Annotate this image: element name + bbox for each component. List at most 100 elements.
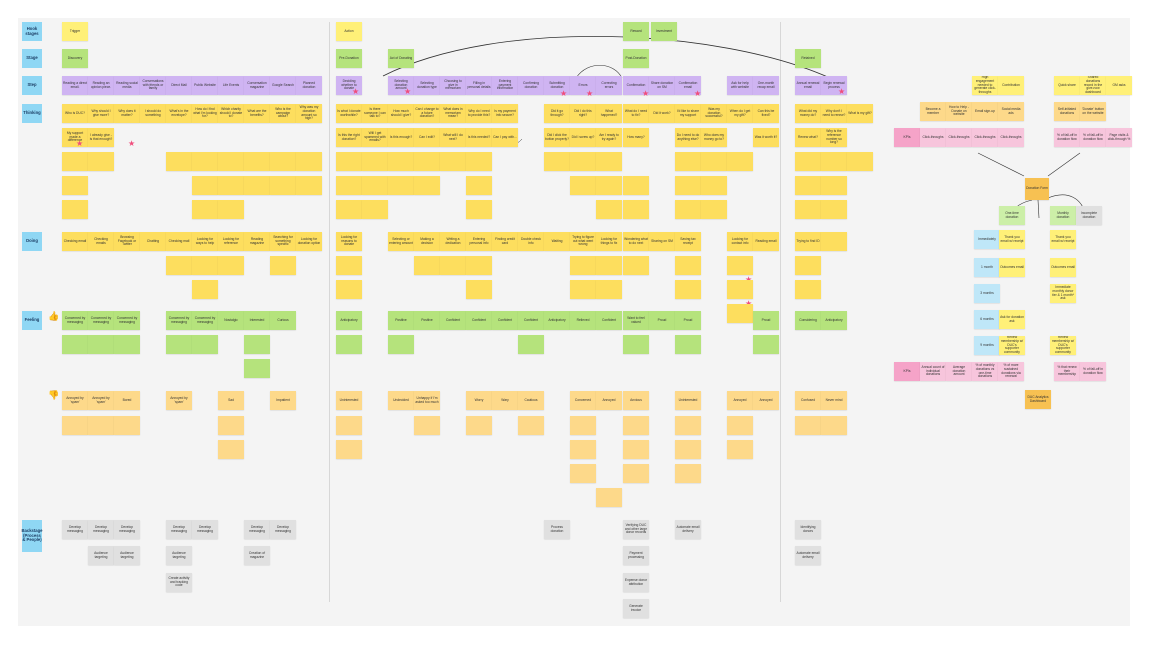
kpi-note: Click-throughs [972, 128, 998, 147]
monthly-note: Thank you email w/ receipt [1050, 230, 1076, 249]
thinking-note [466, 200, 492, 219]
thinking-note [821, 200, 847, 219]
feeling-positive-note: Want to feel valued [623, 311, 649, 330]
feeling-positive-note: Positive [388, 311, 414, 330]
doing-note: Sharing on SM [649, 232, 675, 251]
kpi-note: Click-throughs [920, 128, 946, 147]
thinking-note: Is this enough? [388, 128, 414, 147]
feeling-negative-note: Concerned [570, 391, 596, 410]
doing-note: Searching for something specific [270, 232, 296, 251]
doing-note [596, 280, 622, 299]
idea-note: Quick share [1054, 76, 1080, 95]
thinking-note [244, 152, 270, 171]
kpi-note: % of fall-off in donation flow [1054, 128, 1080, 147]
feeling-positive-note: Proud [649, 311, 675, 330]
divider-line [329, 22, 330, 602]
feeling-negative-note: Anxious [623, 391, 649, 410]
thinking-note: How many? [623, 128, 649, 147]
thinking-note: Is my payment info secure? [492, 104, 518, 123]
idea-note: Self-initiated donations [1054, 102, 1080, 121]
feeling-negative-note [675, 464, 701, 483]
thinking-note [544, 152, 570, 171]
kpi2-note: % of more sustained donations via renewa… [998, 362, 1024, 381]
doing-note: Browsing Facebook or Twitter [114, 232, 140, 251]
thinking-note: My support made a difference [62, 128, 88, 147]
doing-note: Looking for donation option [296, 232, 322, 251]
row-label-thinking: Thinking [22, 104, 42, 123]
step: Direct Mail [166, 76, 192, 95]
step: Annual renewal email [795, 76, 821, 95]
timeline-label: 3 months [974, 284, 1000, 303]
feeling-negative-note [623, 464, 649, 483]
doing-note: Checking emails [88, 232, 114, 251]
thinking-note [336, 152, 362, 171]
doing-note: Checking mail [166, 232, 192, 251]
star-icon: ★ [560, 89, 568, 98]
star-icon: ★ [745, 300, 752, 308]
doing-note: Trying to find ID [795, 232, 821, 251]
feeling-negative-note: Cautious [518, 391, 544, 410]
thinking-note: Is what I donate worthwhile? [336, 104, 362, 123]
step: Confirming donation [518, 76, 544, 95]
backstage-note: Process donation [544, 520, 570, 539]
feeling-positive-note: Concerned by messaging [166, 311, 192, 330]
backstage-note: Develop messaging [114, 520, 140, 539]
doing-note [192, 256, 218, 275]
thinking-note [362, 176, 388, 195]
idea-note: How to Help - Donate on website [946, 102, 972, 121]
doing-note: Reading email [753, 232, 779, 251]
thinking-note [62, 200, 88, 219]
feeling-positive-note: Concerned by messaging [192, 311, 218, 330]
row-label-doing: Doing [22, 232, 42, 251]
backstage-note: Develop messaging [88, 520, 114, 539]
thinking-note: Did I do this right? [570, 104, 596, 123]
feeling-positive-note: Relieved [570, 311, 596, 330]
feeling-negative-note: Annoyed [753, 391, 779, 410]
thinking-note: Why was my donation amount so high? [296, 104, 322, 123]
thinking-note [62, 176, 88, 195]
thinking-note [296, 176, 322, 195]
step: Confirmation [623, 76, 649, 95]
thinking-note: Is this the right donation? [336, 128, 362, 147]
feeling-negative-note: Uninterested [675, 391, 701, 410]
doing-note [570, 256, 596, 275]
feeling-positive-note: Concerned by messaging [62, 311, 88, 330]
feeling-positive-note [753, 335, 779, 354]
idea-note: High engagement needed to generate click… [972, 76, 998, 95]
doing-note: Selecting or entering amount [388, 232, 414, 251]
feeling-negative-note [675, 440, 701, 459]
thinking-note: Was it worth it? [753, 128, 779, 147]
thinking-note: Why does it matter? [114, 104, 140, 123]
doing-note [192, 280, 218, 299]
feeling-negative-note: Sad [218, 391, 244, 410]
hook-trigger: Trigger [62, 22, 88, 41]
thinking-note: Is there someone I can talk to? [362, 104, 388, 123]
step: Conversations with friends or family [140, 76, 166, 95]
feeling-positive-note [623, 335, 649, 354]
feeling-positive-note [62, 335, 88, 354]
star-icon: ★ [128, 139, 136, 148]
feeling-negative-note [821, 416, 847, 435]
feeling-negative-note [623, 440, 649, 459]
doing-note: Writing a dedication [440, 232, 466, 251]
kpi2-note: % of fall-off in donation flow [1080, 362, 1106, 381]
one-time-note: Outcomes email [999, 258, 1025, 277]
star-icon: ★ [745, 276, 752, 284]
thinking-note: What did my money do? [795, 104, 821, 123]
idea-note: Email sign-up [972, 102, 998, 121]
thinking-note [466, 152, 492, 171]
feeling-positive-note: Confident [492, 311, 518, 330]
thinking-note: What do I need to fix? [623, 104, 649, 123]
feeling-negative-note [675, 416, 701, 435]
doing-note [821, 232, 847, 251]
stage-post-donation: Post-Donation [623, 49, 649, 68]
feeling-negative-note: Wary [492, 391, 518, 410]
feeling-positive-note [675, 335, 701, 354]
feeling-positive-note: Concerned by messaging [114, 311, 140, 330]
feeling-negative-note: Annoyed [727, 391, 753, 410]
backstage-note: Expense donor attribution [623, 573, 649, 592]
feeling-positive-note [388, 335, 414, 354]
doing-note [440, 256, 466, 275]
thinking-note: What does in memoriam mean? [440, 104, 466, 123]
step: Correcting errors [596, 76, 622, 95]
